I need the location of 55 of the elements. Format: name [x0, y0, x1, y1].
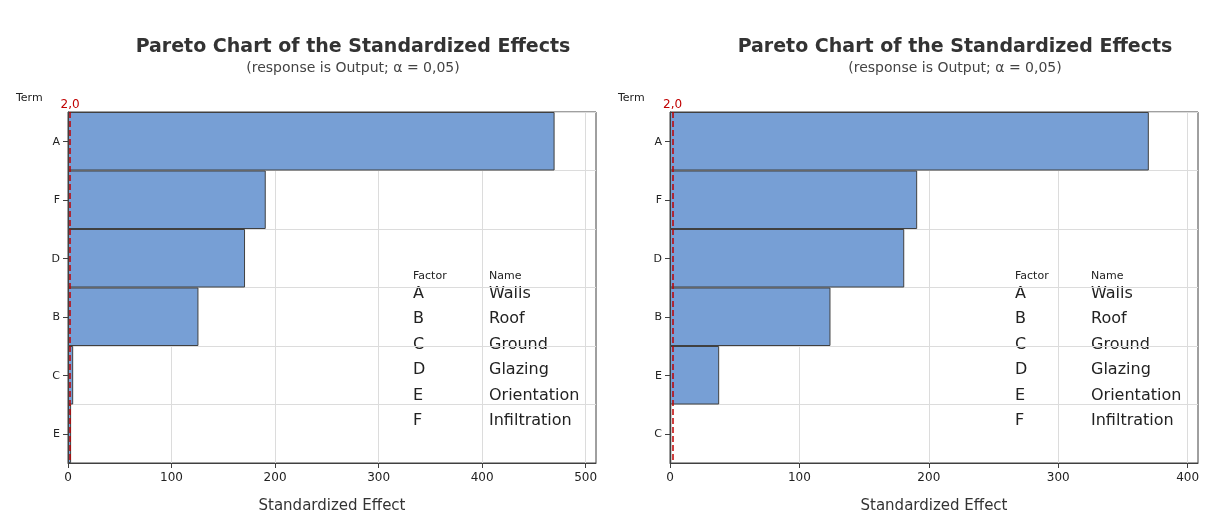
annotation: Infiltration	[1091, 410, 1174, 429]
chart-subtitle: (response is Output; α = 0,05)	[246, 59, 460, 75]
annotation: Walls	[489, 282, 531, 302]
ref-line-label: 2,0	[663, 97, 683, 111]
chart-title: Pareto Chart of the Standardized Effects	[737, 33, 1173, 56]
x-tick-label: 100	[787, 470, 811, 484]
annotation: Name	[489, 269, 522, 282]
x-tick-label: 200	[263, 470, 287, 484]
y-tick-label: E	[53, 427, 61, 441]
annotation: B	[413, 308, 424, 327]
chart-subtitle: (response is Output; α = 0,05)	[848, 59, 1062, 75]
annotation: D	[413, 359, 426, 378]
annotation: E	[1015, 384, 1026, 404]
annotation: Orientation	[489, 384, 580, 404]
y-tick-label: D	[653, 251, 662, 265]
annotation: Roof	[489, 308, 525, 327]
y-tick-label: F	[655, 193, 662, 207]
x-tick-label: 200	[917, 470, 941, 484]
y-axis-title: Term	[15, 91, 43, 104]
y-axis-title: Term	[617, 91, 645, 104]
annotation: Roof	[1091, 308, 1127, 327]
y-tick-label: B	[52, 310, 60, 324]
y-tick-label: A	[52, 134, 61, 148]
annotation: Glazing	[1091, 359, 1151, 378]
x-tick-label: 0	[666, 470, 674, 484]
y-tick-label: C	[52, 368, 61, 382]
annotation: Infiltration	[489, 410, 572, 429]
x-tick-label: 0	[64, 470, 72, 484]
x-tick-label: 100	[160, 470, 183, 484]
x-tick-label: 300	[367, 470, 391, 484]
x-tick-label: 400	[470, 470, 494, 484]
annotation: Walls	[1091, 282, 1133, 302]
annotation: Factor	[1015, 269, 1050, 282]
annotation: Factor	[413, 269, 448, 282]
x-axis-title: Standardized Effect	[258, 495, 406, 514]
x-axis-title: Standardized Effect	[860, 495, 1008, 514]
y-tick-label: B	[654, 310, 662, 324]
annotation: D	[1015, 359, 1028, 378]
annotation: Glazing	[489, 359, 549, 378]
annotation: F	[1015, 410, 1025, 429]
ref-line-label: 2,0	[60, 97, 80, 111]
chart-title: Pareto Chart of the Standardized Effects	[135, 33, 571, 56]
y-tick-label: E	[655, 368, 663, 382]
y-tick-label: D	[51, 251, 60, 265]
y-tick-label: A	[654, 134, 663, 148]
annotation: Name	[1091, 269, 1124, 282]
x-tick-label: 500	[574, 470, 598, 484]
annotation: E	[413, 384, 424, 404]
annotation: Orientation	[1091, 384, 1182, 404]
annotation: B	[1015, 308, 1026, 327]
x-tick-label: 300	[1046, 470, 1070, 484]
y-tick-label: F	[53, 193, 60, 207]
x-tick-label: 400	[1176, 470, 1200, 484]
y-tick-label: C	[654, 427, 663, 441]
annotation: F	[413, 410, 423, 429]
